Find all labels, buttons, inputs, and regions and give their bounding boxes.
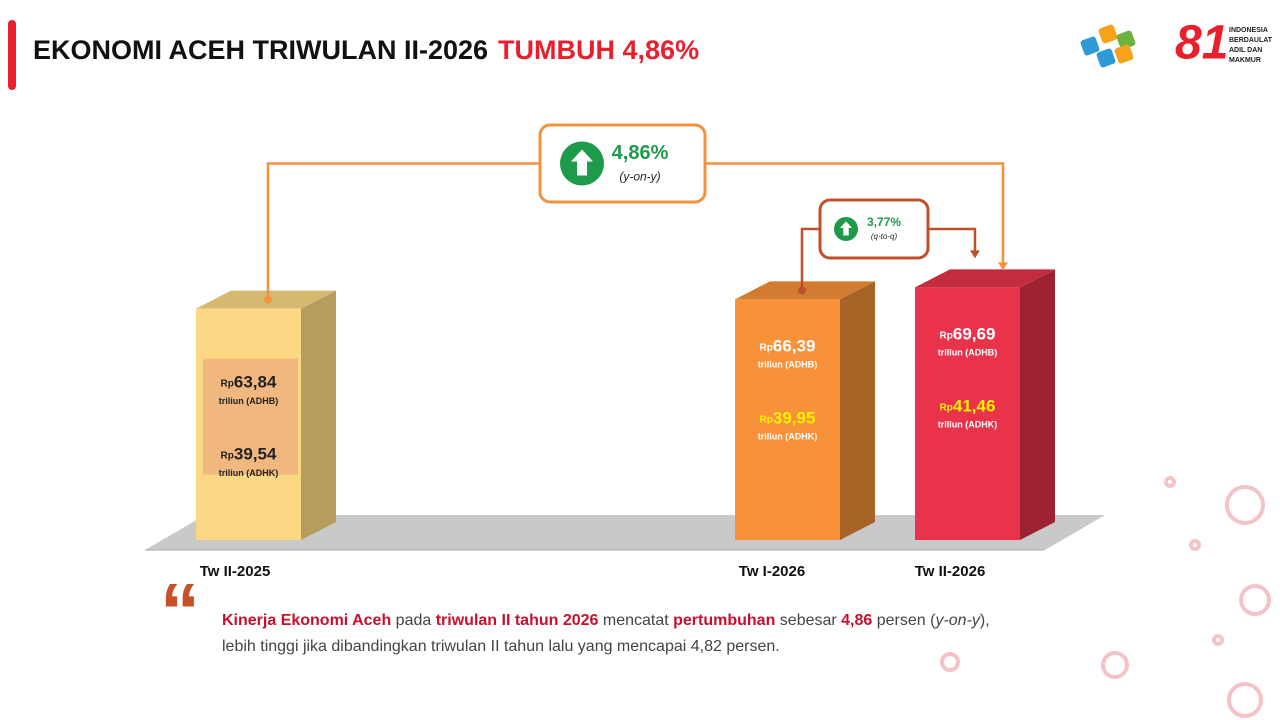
quote-segment: 4,86 xyxy=(841,612,873,629)
arrow-head xyxy=(998,262,1008,271)
growth-basis: (q-to-q) xyxy=(871,232,898,241)
value-number: 66,39 xyxy=(773,337,816,356)
bar-side xyxy=(1020,269,1055,540)
motto-line: MAKMUR xyxy=(1229,57,1261,64)
bar xyxy=(735,299,840,540)
anniversary-mark: 81 xyxy=(1175,17,1228,70)
currency: Rp xyxy=(940,402,953,413)
series-name: triliun (ADHB) xyxy=(938,348,998,358)
value-number: 39,95 xyxy=(773,409,816,428)
growth-box xyxy=(818,198,930,260)
category-label: Tw II-2025 xyxy=(200,563,271,580)
connector xyxy=(800,227,820,291)
bar xyxy=(915,287,1020,540)
value-label: Rp66,39 xyxy=(760,337,816,356)
quote-segment: mencatat xyxy=(598,612,674,629)
connector xyxy=(705,162,1005,265)
title: EKONOMI ACEH TRIWULAN II-2026 TUMBUH 4,86… xyxy=(33,35,699,65)
connector-dot xyxy=(798,286,806,295)
label-box xyxy=(203,358,298,475)
quote-segment: persen ( xyxy=(872,612,936,629)
currency: Rp xyxy=(221,378,234,389)
series-name: triliun (ADHK) xyxy=(219,468,279,478)
series-name: triliun (ADHB) xyxy=(219,396,279,406)
currency: Rp xyxy=(940,330,953,341)
growth-value: 4,86% xyxy=(612,142,669,164)
motto: INDONESIA BERDAULAT ADIL DAN MAKMUR xyxy=(1229,27,1273,64)
value-label: Rp41,46 xyxy=(940,397,996,416)
series-name: triliun (ADHK) xyxy=(938,420,998,430)
connector xyxy=(928,227,977,253)
value-label: Rp39,95 xyxy=(760,409,816,428)
growth-arrow xyxy=(840,221,852,236)
quote-segment: y-on-y xyxy=(935,612,980,629)
category-label: Tw I-2026 xyxy=(739,563,805,580)
bar-side xyxy=(301,290,336,540)
quote-line: lebih tinggi jika dibandingkan triwulan … xyxy=(222,634,1222,660)
growth-value: 3,77% xyxy=(867,215,901,229)
series-name: triliun (ADHB) xyxy=(758,360,818,370)
motto-line: BERDAULAT xyxy=(1229,37,1273,44)
arrow-head xyxy=(970,250,980,259)
value-label: Rp39,54 xyxy=(221,445,277,464)
accent-bar xyxy=(8,20,16,90)
quote-segment: pertumbuhan xyxy=(673,612,776,629)
value-number: 63,84 xyxy=(234,373,277,392)
bar-side xyxy=(840,281,875,540)
motto-line: ADIL DAN xyxy=(1229,47,1262,54)
currency: Rp xyxy=(221,450,234,461)
quote-segment: triwulan II tahun 2026 xyxy=(435,612,599,629)
currency: Rp xyxy=(760,342,773,353)
quote-segment: pada xyxy=(391,612,436,629)
value-number: 69,69 xyxy=(953,325,996,344)
category-label: Tw II-2026 xyxy=(915,563,986,580)
growth-arrow xyxy=(571,149,593,176)
quote-line: Kinerja Ekonomi Aceh pada triwulan II ta… xyxy=(222,608,1222,634)
quote-mark: “ xyxy=(160,567,200,656)
quote: Kinerja Ekonomi Aceh pada triwulan II ta… xyxy=(222,608,1222,660)
bar-top xyxy=(915,269,1055,288)
value-number: 39,54 xyxy=(234,445,277,464)
bps-logo xyxy=(1080,24,1136,68)
connector xyxy=(266,162,540,300)
value-label: Rp63,84 xyxy=(221,373,277,392)
value-number: 41,46 xyxy=(953,397,996,416)
value-label: Rp69,69 xyxy=(940,325,996,344)
title-text: EKONOMI ACEH TRIWULAN II-2026 xyxy=(33,35,488,65)
series-name: triliun (ADHK) xyxy=(758,432,818,442)
decor xyxy=(940,476,1271,718)
quote-segment: ), xyxy=(979,612,990,629)
connector-dot xyxy=(264,295,272,304)
quote-segment: lebih tinggi jika dibandingkan triwulan … xyxy=(222,638,780,655)
currency: Rp xyxy=(760,414,773,425)
quote-segment: sebesar xyxy=(775,612,842,629)
motto-line: INDONESIA xyxy=(1229,27,1268,34)
title-highlight: TUMBUH 4,86% xyxy=(498,35,699,65)
growth-badges: 4,86% (y-on-y) 3,77% (q-to-q) xyxy=(264,123,1008,304)
quote-segment: Kinerja Ekonomi Aceh xyxy=(222,612,392,629)
growth-basis: (y-on-y) xyxy=(619,170,660,184)
